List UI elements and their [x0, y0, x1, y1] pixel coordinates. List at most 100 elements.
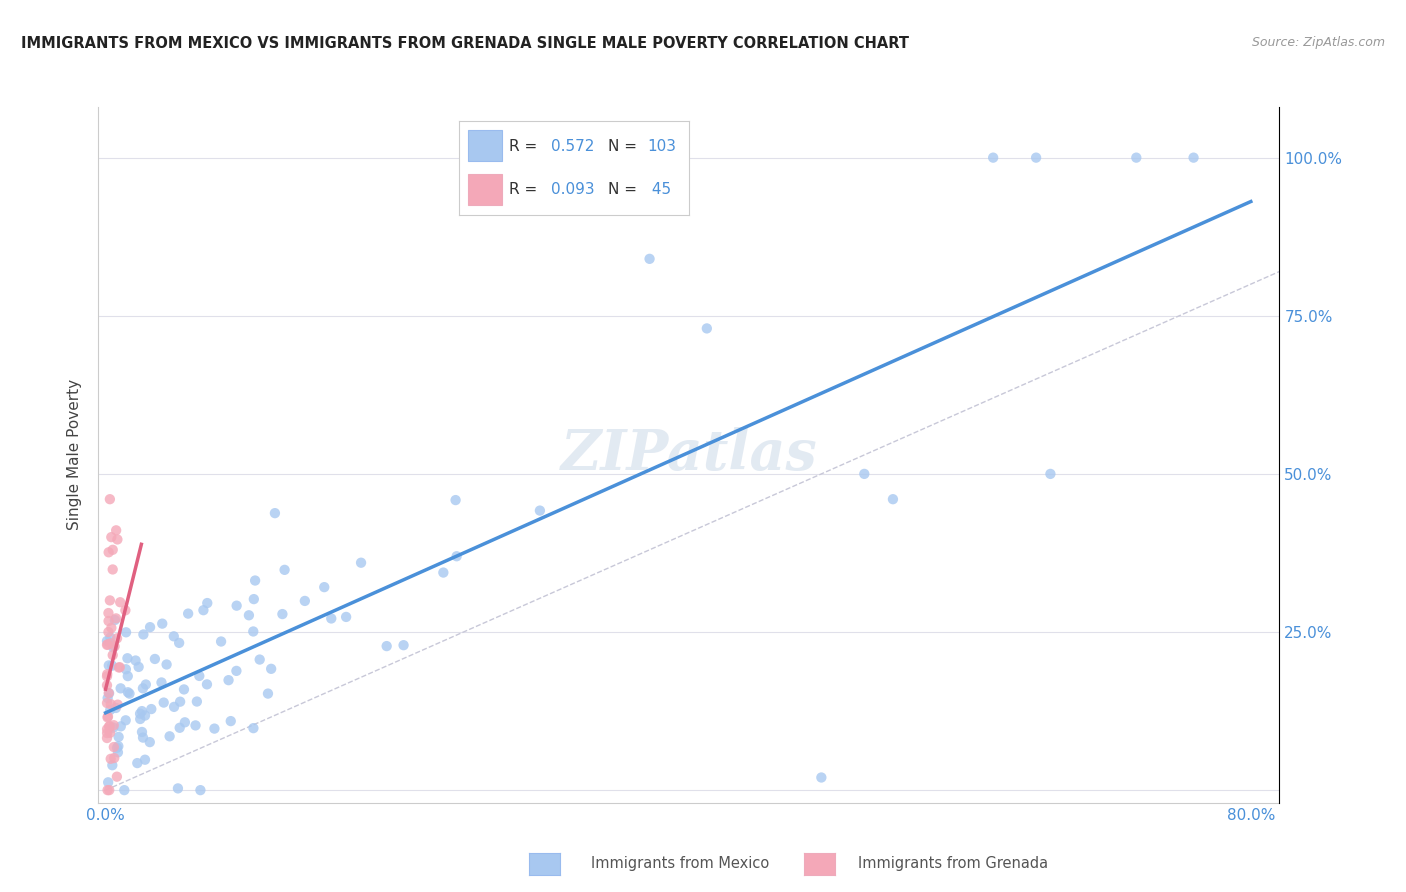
Point — [98, 783, 121, 797]
Point — [169, 695, 191, 709]
Point — [242, 721, 264, 735]
Point — [294, 594, 316, 608]
Point — [173, 715, 195, 730]
Point — [104, 640, 127, 654]
Point — [97, 686, 120, 700]
Point — [134, 753, 156, 767]
Point — [529, 503, 551, 517]
Point — [152, 696, 174, 710]
Point — [135, 677, 157, 691]
Point — [112, 783, 135, 797]
Point — [392, 638, 415, 652]
Point — [97, 783, 120, 797]
Point — [810, 771, 832, 785]
Point — [184, 718, 207, 732]
Point — [98, 593, 121, 607]
Point — [98, 719, 121, 733]
Point — [1182, 151, 1205, 165]
Point — [98, 686, 121, 700]
Point — [190, 783, 212, 797]
Point — [321, 611, 343, 625]
Point — [134, 708, 156, 723]
Point — [350, 556, 373, 570]
Point — [131, 725, 153, 739]
Point — [107, 660, 129, 674]
Point — [127, 756, 149, 770]
Point — [97, 709, 120, 723]
Text: Immigrants from Mexico: Immigrants from Mexico — [591, 856, 769, 871]
Point — [100, 621, 122, 635]
Point — [117, 669, 139, 683]
Point — [103, 640, 125, 655]
Point — [225, 664, 247, 678]
Point — [98, 492, 121, 507]
Point — [444, 493, 467, 508]
Point — [150, 616, 173, 631]
Point — [117, 685, 139, 699]
Point — [177, 607, 200, 621]
Point — [173, 682, 195, 697]
Point — [159, 729, 181, 743]
Point — [96, 731, 118, 745]
Point — [139, 735, 162, 749]
Point — [638, 252, 661, 266]
Point — [101, 758, 124, 772]
Point — [103, 718, 125, 732]
Y-axis label: Single Male Poverty: Single Male Poverty — [67, 379, 83, 531]
Point — [107, 739, 129, 753]
Point — [107, 698, 129, 712]
Point — [114, 714, 136, 728]
Point — [105, 533, 128, 547]
Point — [96, 638, 118, 652]
Point — [141, 702, 163, 716]
Point — [104, 613, 127, 627]
Point — [243, 592, 266, 607]
Point — [115, 625, 138, 640]
Point — [97, 775, 120, 789]
Point — [96, 678, 118, 692]
Point — [103, 721, 125, 735]
Point — [249, 652, 271, 666]
Point — [105, 632, 128, 646]
Point — [129, 706, 152, 721]
Point — [186, 694, 208, 708]
Point — [129, 712, 152, 726]
Point — [264, 506, 287, 520]
Point — [97, 625, 120, 640]
Point — [98, 719, 121, 733]
Point — [1039, 467, 1062, 481]
Point — [100, 752, 122, 766]
Point — [103, 751, 125, 765]
Point — [375, 639, 398, 653]
Point — [209, 634, 232, 648]
Point — [193, 603, 215, 617]
Point — [853, 467, 876, 481]
Point — [107, 745, 129, 759]
Point — [97, 691, 120, 706]
Point — [108, 595, 131, 609]
Point — [98, 726, 121, 740]
Point — [219, 714, 242, 728]
Point — [105, 611, 128, 625]
Point — [131, 704, 153, 718]
Point — [100, 530, 122, 544]
Point — [260, 662, 283, 676]
Point — [335, 610, 357, 624]
Text: IMMIGRANTS FROM MEXICO VS IMMIGRANTS FROM GRENADA SINGLE MALE POVERTY CORRELATIO: IMMIGRANTS FROM MEXICO VS IMMIGRANTS FRO… — [21, 36, 910, 51]
Point — [110, 719, 132, 733]
Point — [238, 608, 260, 623]
Point — [101, 658, 124, 673]
Point — [101, 648, 124, 662]
Text: Source: ZipAtlas.com: Source: ZipAtlas.com — [1251, 36, 1385, 49]
Point — [124, 653, 146, 667]
Point — [273, 563, 295, 577]
Point — [104, 701, 127, 715]
Point — [155, 657, 177, 672]
Point — [97, 637, 120, 651]
Point — [1125, 151, 1147, 165]
Point — [97, 614, 120, 628]
Point — [1025, 151, 1047, 165]
Point — [218, 673, 240, 688]
Point — [188, 669, 211, 683]
Point — [96, 710, 118, 724]
